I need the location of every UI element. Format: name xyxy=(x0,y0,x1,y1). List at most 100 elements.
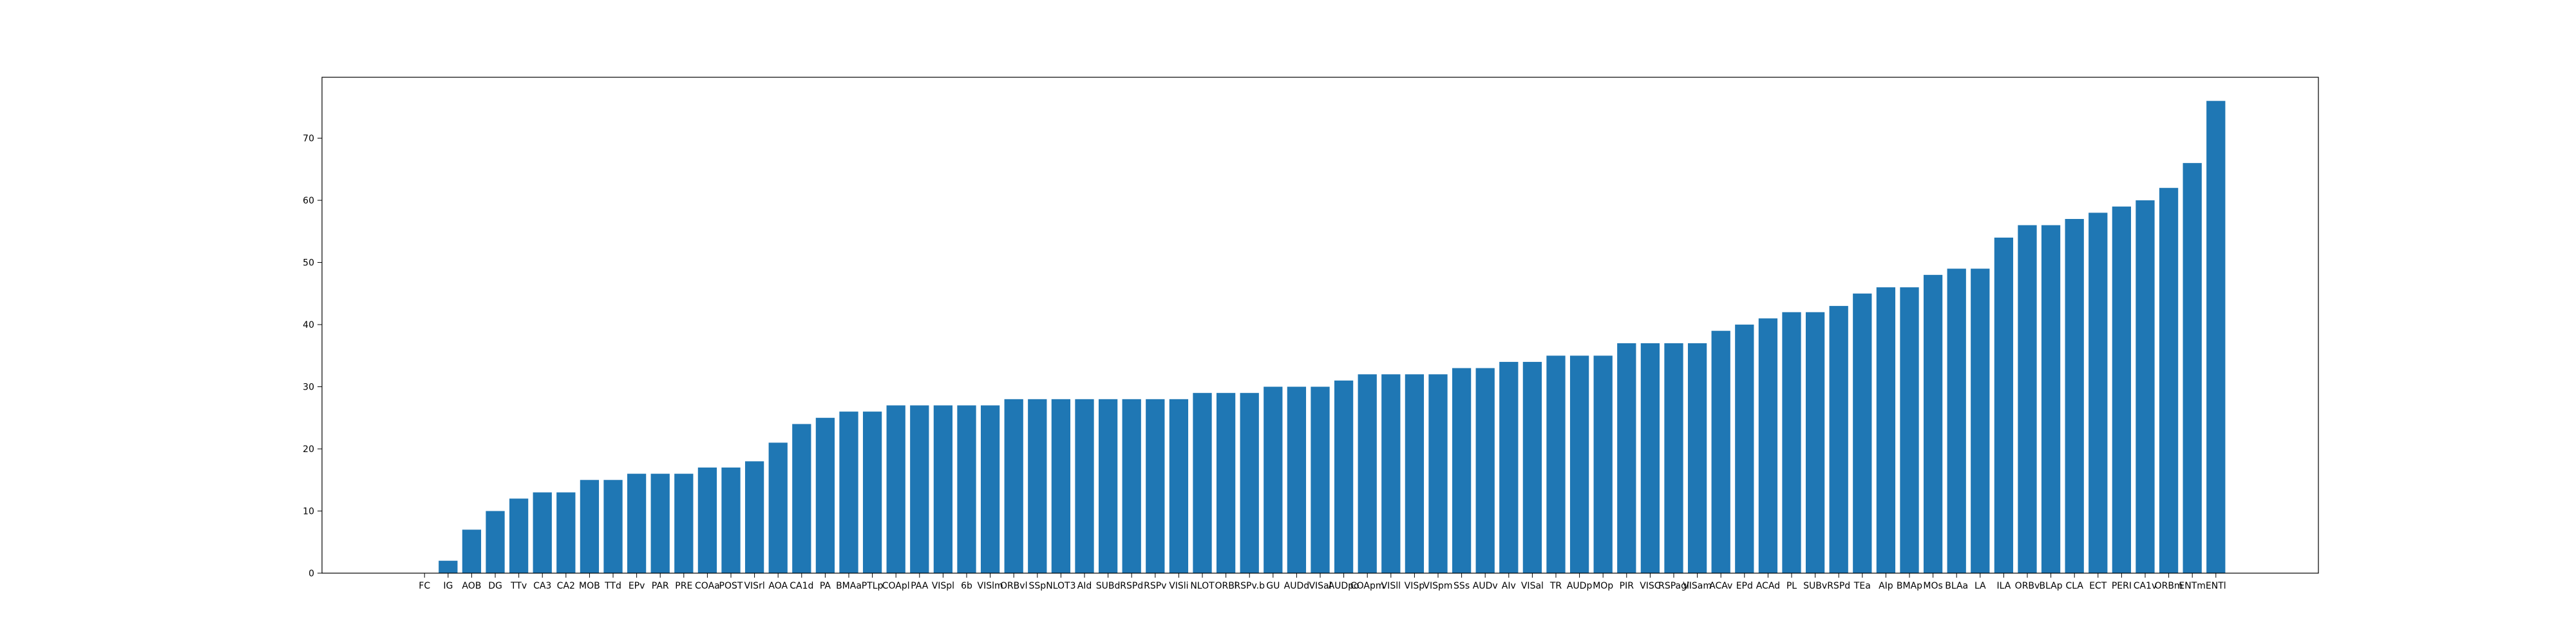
x-tick-label-66: LA xyxy=(1975,581,1986,591)
bar-32 xyxy=(1169,399,1189,573)
bar-40 xyxy=(1358,374,1377,573)
x-tick-label-70: CLA xyxy=(2065,581,2083,591)
bar-56 xyxy=(1735,325,1754,573)
x-tick-label-75: ENTm xyxy=(2179,581,2206,591)
x-tick-label-2: AOB xyxy=(462,581,481,591)
bar-7 xyxy=(580,480,600,573)
x-tick-label-71: ECT xyxy=(2089,581,2107,591)
bars-layer xyxy=(439,100,2226,574)
x-tick-label-5: CA3 xyxy=(533,581,551,591)
bar-45 xyxy=(1475,368,1495,573)
x-tick-label-64: MOs xyxy=(1923,581,1942,591)
bar-34 xyxy=(1216,393,1236,573)
x-tick-label-65: BLAa xyxy=(1945,581,1968,591)
x-tick-label-20: COApl xyxy=(882,581,910,591)
bar-70 xyxy=(2065,219,2084,573)
x-tick-label-50: MOp xyxy=(1593,581,1613,591)
x-tick-label-7: MOB xyxy=(579,581,600,591)
x-tick-label-60: RSPd xyxy=(1827,581,1850,591)
bar-15 xyxy=(768,442,788,573)
x-tick-label-69: BLAp xyxy=(2039,581,2062,591)
x-tick-label-12: COAa xyxy=(695,581,720,591)
x-tick-label-68: ORBv xyxy=(2015,581,2040,591)
y-tick-label-1: 10 xyxy=(303,507,314,517)
bar-28 xyxy=(1075,399,1094,573)
bar-6 xyxy=(556,492,576,573)
x-tick-label-74: ORBm xyxy=(2155,581,2183,591)
bar-37 xyxy=(1287,386,1307,573)
bar-4 xyxy=(509,498,529,573)
bar-47 xyxy=(1522,361,1542,573)
bar-44 xyxy=(1452,368,1472,573)
bar-13 xyxy=(721,467,741,573)
bar-49 xyxy=(1569,355,1589,573)
bar-27 xyxy=(1051,399,1071,573)
bar-50 xyxy=(1593,355,1613,573)
x-tick-label-31: RSPv xyxy=(1144,581,1166,591)
x-tick-label-14: VISrl xyxy=(744,581,764,591)
bar-22 xyxy=(933,405,953,573)
x-tick-label-40: COApm xyxy=(1350,581,1385,591)
bar-3 xyxy=(486,511,505,573)
x-tick-label-73: CA1v xyxy=(2134,581,2157,591)
x-tick-label-4: TTv xyxy=(510,581,527,591)
x-tick-label-48: TR xyxy=(1549,581,1562,591)
bar-16 xyxy=(792,424,811,573)
bar-31 xyxy=(1146,399,1165,573)
bar-41 xyxy=(1381,374,1401,573)
x-tick-label-17: PA xyxy=(820,581,831,591)
x-tick-label-18: BMAa xyxy=(836,581,862,591)
bar-36 xyxy=(1264,386,1283,573)
x-tick-label-23: 6b xyxy=(961,581,972,591)
bar-62 xyxy=(1876,287,1896,573)
x-tick-label-11: PRE xyxy=(675,581,692,591)
bar-57 xyxy=(1758,318,1778,573)
x-tick-label-19: PTLp xyxy=(862,581,884,591)
bar-61 xyxy=(1853,293,1872,573)
bar-72 xyxy=(2112,206,2132,573)
bar-74 xyxy=(2159,187,2179,573)
bar-21 xyxy=(910,405,929,573)
x-tick-label-29: SUBd xyxy=(1096,581,1121,591)
bar-63 xyxy=(1900,287,1919,573)
bar-54 xyxy=(1687,343,1707,573)
x-tick-label-28: AId xyxy=(1077,581,1092,591)
x-tick-label-3: DG xyxy=(488,581,502,591)
y-tick-label-6: 60 xyxy=(303,196,314,206)
x-tick-label-46: AIv xyxy=(1502,581,1516,591)
bar-67 xyxy=(1994,237,2014,573)
bar-35 xyxy=(1240,393,1259,573)
bar-8 xyxy=(603,480,623,573)
x-tick-label-61: TEa xyxy=(1853,581,1871,591)
x-tick-label-37: AUDd xyxy=(1284,581,1310,591)
bar-65 xyxy=(1947,269,1966,573)
bar-43 xyxy=(1428,374,1448,573)
x-tick-label-44: SSs xyxy=(1454,581,1470,591)
bar-75 xyxy=(2183,163,2202,573)
x-tick-label-76: ENTl xyxy=(2206,581,2226,591)
bar-29 xyxy=(1098,399,1118,573)
bar-10 xyxy=(650,473,670,573)
x-tick-label-62: AIp xyxy=(1879,581,1893,591)
bar-60 xyxy=(1829,306,1848,573)
x-tick-label-6: CA2 xyxy=(557,581,575,591)
bar-17 xyxy=(815,417,835,573)
x-tick-label-1: IG xyxy=(443,581,453,591)
x-tick-label-8: TTd xyxy=(604,581,621,591)
y-tick-label-3: 30 xyxy=(303,383,314,393)
x-tick-label-55: ACAv xyxy=(1709,581,1732,591)
x-tick-label-52: VISC xyxy=(1640,581,1661,591)
x-tick-label-51: PIR xyxy=(1620,581,1634,591)
x-tick-label-57: ACAd xyxy=(1756,581,1780,591)
bar-52 xyxy=(1640,343,1660,573)
bar-20 xyxy=(886,405,905,573)
bar-9 xyxy=(627,473,647,573)
y-axis: 0 10 20 30 40 50 60 70 xyxy=(303,134,322,579)
bar-25 xyxy=(1004,399,1023,573)
x-tick-label-45: AUDv xyxy=(1473,581,1498,591)
bar-66 xyxy=(1971,269,1990,573)
x-tick-label-9: EPv xyxy=(629,581,645,591)
bar-5 xyxy=(533,492,552,573)
bar-2 xyxy=(462,529,482,573)
